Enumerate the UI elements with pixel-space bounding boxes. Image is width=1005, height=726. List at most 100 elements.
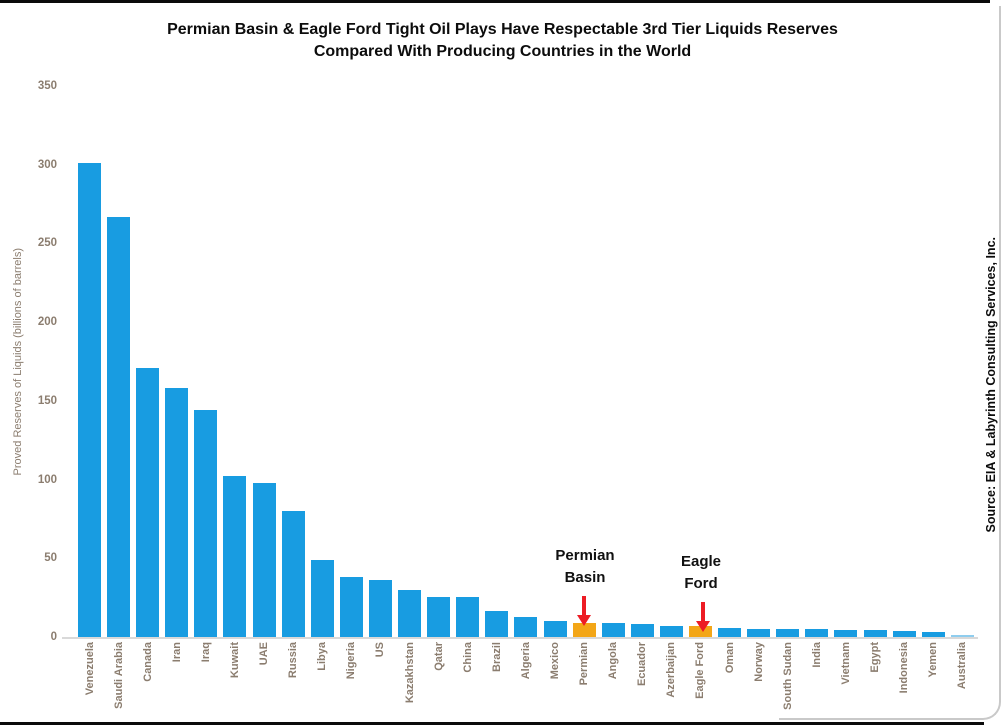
x-tick-label: Oman (723, 642, 736, 674)
bar-saudi-arabia (107, 216, 131, 637)
annotation-permian-line1: Permian (555, 547, 615, 564)
bar-slot: Indonesia (892, 86, 916, 693)
y-tick-label: 350 (37, 80, 57, 92)
bar-indonesia (892, 631, 916, 637)
x-tick-label: Angola (607, 642, 620, 680)
bar-kazakhstan (398, 589, 422, 637)
bar-slot: US (368, 86, 392, 657)
y-tick-label: 0 (50, 631, 57, 643)
down-arrow-icon (577, 596, 591, 626)
bar-slot: Saudi Arabia (107, 86, 131, 709)
bar-canada (136, 367, 160, 637)
x-tick-label: Canada (141, 642, 154, 682)
x-tick-label: South Sudan (781, 642, 794, 710)
annotation-eagle-line2: Ford (684, 575, 718, 592)
bar-norway (747, 628, 771, 637)
bar-oman (718, 628, 742, 637)
bar-slot: Algeria (514, 86, 538, 679)
x-tick-label: Ecuador (636, 642, 649, 687)
bar-slot: Canada (136, 86, 160, 682)
arrow-head (577, 615, 591, 626)
bar-slot: Brazil (485, 86, 509, 672)
bar-india (805, 629, 829, 637)
x-tick-label: Permian (578, 642, 591, 686)
x-tick-label: India (810, 642, 823, 668)
x-tick-label: Australia (956, 642, 969, 690)
bar-slot: Kazakhstan (398, 86, 422, 703)
bar-uae (252, 482, 276, 637)
x-tick-label: Nigeria (345, 642, 358, 680)
bar-slot: Nigeria (339, 86, 363, 679)
x-tick-label: Qatar (432, 642, 445, 671)
bar-azerbaijan (659, 625, 683, 637)
x-tick-label: Iraq (199, 642, 212, 663)
bar-slot: Norway (747, 86, 771, 682)
bar-slot: Libya (310, 86, 334, 671)
down-arrow-icon (696, 602, 710, 632)
bar-ecuador (630, 623, 654, 637)
bar-slot: UAE (252, 86, 276, 665)
bar-slot: Yemen (921, 86, 945, 677)
plot-area: Venezuela Saudi Arabia Canada Iran Iraq Kuwai… (78, 86, 974, 710)
x-tick-label: China (461, 642, 474, 673)
x-tick-label: Saudi Arabia (112, 642, 125, 709)
bar-slot: Australia (950, 86, 974, 689)
bar-slot: Qatar (427, 86, 451, 671)
bar-south-sudan (776, 629, 800, 637)
annotation-eagle-line1: Eagle (680, 553, 722, 570)
bar-egypt (863, 630, 887, 637)
x-tick-label: Eagle Ford (694, 642, 707, 699)
y-tick-label: 50 (44, 552, 57, 565)
y-tick-label: 250 (37, 237, 57, 250)
bar-iraq (194, 410, 218, 637)
bar-libya (310, 559, 334, 637)
y-tick-label: 200 (37, 316, 57, 329)
x-tick-label: Mexico (549, 642, 561, 680)
bar-us (368, 580, 392, 637)
x-tick-label: Iran (170, 642, 183, 663)
x-tick-label: Kazakhstan (403, 642, 416, 704)
bar-slot: Iraq (194, 86, 218, 662)
x-tick-label: Egypt (869, 642, 882, 673)
bar-slot: Oman (718, 86, 742, 673)
bar-slot: Venezuela (78, 86, 101, 695)
bar-slot: Kuwait (223, 86, 247, 678)
x-tick-label: Azerbaijan (665, 642, 678, 698)
x-tick-label: Vietnam (839, 642, 852, 685)
bar-permian (572, 622, 596, 637)
bar-slot: Ecuador (630, 86, 654, 686)
chart-title: Permian Basin & Eagle Ford Tight Oil Pla… (0, 19, 1005, 63)
y-axis-ticks: 0 50 100 150 200 250 300 350 (0, 80, 57, 643)
x-axis-line (62, 637, 978, 639)
bar-slot: Vietnam (834, 86, 858, 685)
x-tick-label: Russia (287, 642, 300, 679)
x-tick-label: Venezuela (83, 642, 96, 696)
x-tick-label: UAE (258, 642, 271, 666)
bar-australia (950, 634, 974, 637)
y-tick-label: 300 (37, 158, 57, 171)
arrow-head (696, 621, 710, 632)
bar-algeria (514, 617, 538, 637)
annotation-permian-basin: Permian Basin (505, 545, 665, 589)
x-tick-label: US (374, 642, 387, 658)
bar-kuwait (223, 476, 247, 637)
bar-yemen (921, 632, 945, 637)
x-tick-label: Brazil (490, 642, 503, 672)
x-tick-label: Libya (316, 642, 329, 671)
x-tick-label: Algeria (519, 642, 532, 680)
bar-slot: South Sudan (776, 86, 800, 710)
bar-angola (601, 622, 625, 637)
bar-slot: Angola (601, 86, 625, 679)
annotation-permian-line2: Basin (564, 569, 606, 586)
x-tick-label: Indonesia (898, 642, 911, 694)
bar-slot: Russia (281, 86, 305, 678)
bar-slot: Egypt (863, 86, 887, 673)
top-border-line (0, 0, 990, 3)
bar-mexico (543, 621, 567, 637)
bar-iran (165, 388, 189, 637)
page-frame-border (779, 6, 1001, 720)
bar-slot: Permian (572, 86, 596, 685)
arrow-shaft (701, 602, 705, 621)
annotation-eagle-ford: Eagle Ford (646, 551, 756, 595)
